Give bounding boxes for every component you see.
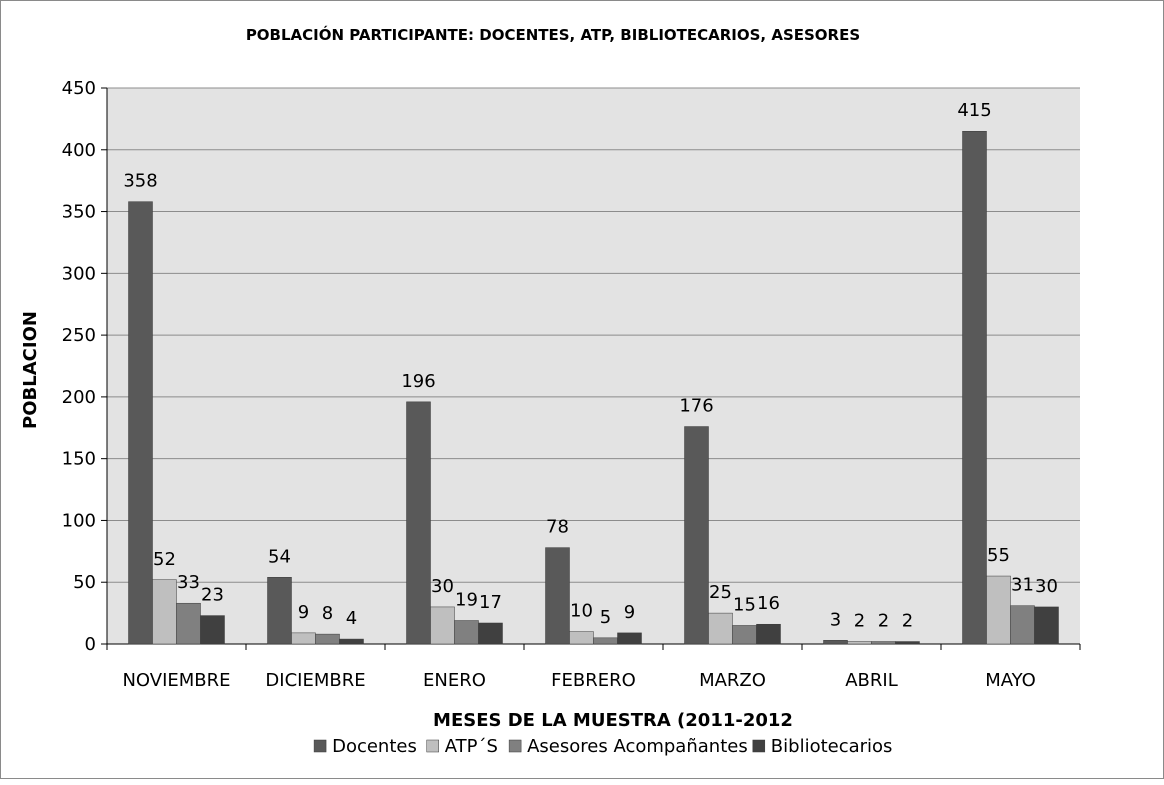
bar [569, 631, 594, 645]
bar [545, 547, 570, 645]
bar [267, 577, 292, 645]
y-tick-label: 0 [85, 634, 96, 655]
y-tick-label: 250 [62, 325, 96, 346]
legend-label: ATP´S [445, 736, 498, 757]
data-label: 8 [322, 603, 333, 624]
data-label: 31 [1011, 575, 1034, 596]
legend-swatch [426, 739, 439, 753]
bar [128, 201, 153, 645]
data-label: 15 [733, 594, 756, 615]
x-category-label: MAYO [985, 670, 1036, 691]
data-label: 54 [268, 546, 291, 567]
bar [684, 426, 709, 645]
legend-swatch [313, 739, 327, 753]
data-label: 2 [854, 611, 865, 632]
x-category-label: FEBRERO [551, 670, 636, 691]
bar [315, 633, 340, 645]
data-label: 17 [479, 592, 502, 613]
legend-label: Bibliotecarios [771, 736, 893, 757]
bar [339, 638, 364, 645]
data-label: 55 [987, 545, 1010, 566]
data-label: 176 [679, 396, 713, 417]
data-label: 5 [600, 607, 611, 628]
bar [152, 579, 177, 645]
data-label: 33 [177, 572, 200, 593]
x-category-label: DICIEMBRE [265, 670, 365, 691]
x-category-label: MARZO [699, 670, 766, 691]
y-tick-label: 50 [73, 572, 96, 593]
bar [200, 615, 225, 645]
x-axis-title: MESES DE LA MUESTRA (2011-2012 [433, 710, 793, 731]
data-label: 30 [431, 576, 454, 597]
bar [617, 632, 642, 645]
bar [454, 620, 479, 645]
legend-item: ATP´S [426, 736, 498, 757]
legend-item: Asesores Acompañantes [508, 736, 748, 757]
y-tick-label: 200 [62, 387, 96, 408]
y-tick-label: 300 [62, 263, 96, 284]
data-label: 25 [709, 582, 732, 603]
legend-item: Docentes [313, 736, 417, 757]
bar [1010, 605, 1035, 645]
data-label: 2 [878, 611, 889, 632]
bar [708, 612, 733, 645]
data-label: 196 [401, 371, 435, 392]
legend-label: Docentes [332, 736, 417, 757]
legend-item: Bibliotecarios [752, 736, 893, 757]
legend-label: Asesores Acompañantes [527, 736, 748, 757]
y-tick-label: 350 [62, 202, 96, 223]
data-label: 23 [201, 585, 224, 606]
bar [962, 130, 987, 645]
data-label: 4 [346, 608, 357, 629]
bar [291, 632, 316, 645]
data-label: 78 [546, 517, 569, 538]
bar [847, 641, 872, 645]
data-label: 2 [902, 611, 913, 632]
data-label: 10 [570, 601, 593, 622]
bar [895, 641, 920, 645]
y-axis-title: POBLACION [20, 311, 41, 429]
data-label: 9 [298, 602, 309, 623]
x-category-label: ENERO [423, 670, 486, 691]
data-label: 16 [757, 593, 780, 614]
x-category-label: NOVIEMBRE [122, 670, 230, 691]
legend: Docentes ATP´S Asesores Acompañantes Biblio… [313, 736, 893, 757]
bar [478, 622, 503, 645]
data-label: 415 [957, 100, 991, 121]
bar [871, 641, 896, 645]
data-label: 19 [455, 590, 478, 611]
data-label: 30 [1035, 576, 1058, 597]
bar [593, 637, 618, 645]
x-category-label: ABRIL [845, 670, 898, 691]
bar [1034, 606, 1059, 645]
y-tick-label: 400 [62, 140, 96, 161]
plot-area [107, 88, 1080, 644]
data-label: 358 [123, 171, 157, 192]
y-tick-label: 150 [62, 449, 96, 470]
bar [986, 575, 1011, 645]
bar [406, 401, 431, 645]
bar [732, 625, 757, 645]
data-label: 3 [830, 609, 841, 630]
y-tick-label: 100 [62, 510, 96, 531]
bar [823, 640, 848, 645]
y-tick-label: 450 [62, 78, 96, 99]
legend-swatch [752, 739, 766, 753]
bar [430, 606, 455, 645]
data-label: 9 [624, 602, 635, 623]
legend-swatch [508, 739, 522, 753]
data-label: 52 [153, 549, 176, 570]
bar [176, 602, 201, 645]
chart-title: POBLACIÓN PARTICIPANTE: DOCENTES, ATP, B… [246, 25, 860, 44]
bar [756, 623, 781, 645]
